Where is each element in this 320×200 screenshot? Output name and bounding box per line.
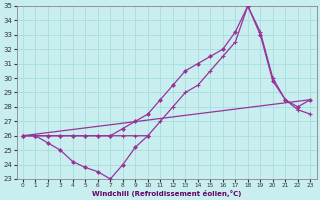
- X-axis label: Windchill (Refroidissement éolien,°C): Windchill (Refroidissement éolien,°C): [92, 190, 241, 197]
